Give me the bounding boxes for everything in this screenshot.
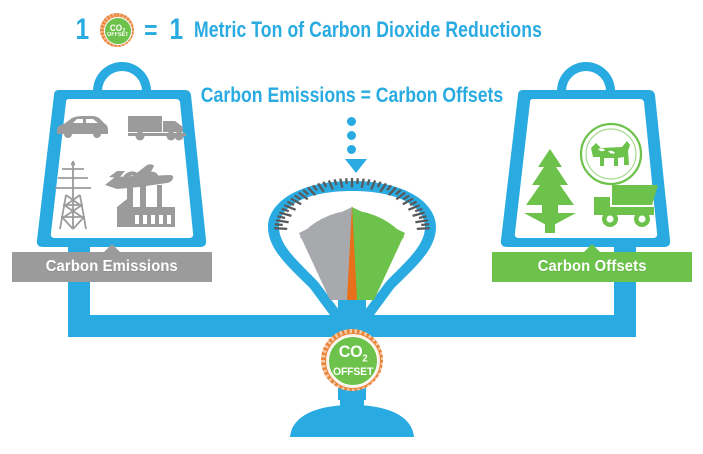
gauge bbox=[268, 178, 436, 334]
right-pan-handle bbox=[557, 62, 615, 94]
left-pan-label: Carbon Emissions bbox=[12, 244, 212, 282]
car-icon bbox=[56, 116, 108, 138]
arrow-dot bbox=[347, 145, 356, 154]
center-badge-line2: OFFSET bbox=[332, 366, 374, 379]
gauge-ticks bbox=[274, 178, 430, 231]
pine-tree-icon bbox=[524, 149, 576, 233]
cow-in-circle-icon bbox=[579, 122, 643, 186]
header-description: Metric Ton of Carbon Dioxide Reductions bbox=[193, 17, 542, 42]
equation-title: Carbon Emissions = Carbon Offsets bbox=[0, 84, 703, 108]
badge-line1: CO₂ bbox=[110, 22, 126, 33]
gauge-left-sector bbox=[300, 210, 352, 300]
stand-base bbox=[290, 405, 414, 437]
right-pan-handle-wrap bbox=[516, 62, 656, 94]
gauge-needle bbox=[347, 205, 357, 316]
right-pan-label-text: Carbon Offsets bbox=[537, 258, 647, 275]
center-badge-inner: CO2 OFFSET bbox=[328, 336, 378, 386]
arrow-dot bbox=[347, 117, 356, 126]
down-arrow-dotted-icon bbox=[345, 117, 367, 173]
left-pan-icons bbox=[45, 105, 200, 235]
header-quantity-right: 1 bbox=[169, 13, 184, 46]
header-quantity-left: 1 bbox=[75, 13, 90, 46]
arrow-dot bbox=[347, 131, 356, 140]
center-badge-line1: CO2 bbox=[338, 341, 368, 365]
factory-icon bbox=[117, 171, 175, 227]
right-pan-label: Carbon Offsets bbox=[492, 244, 692, 282]
left-pan-handle bbox=[93, 62, 151, 94]
dump-truck-icon bbox=[594, 185, 658, 227]
badge-inner: CO₂ OFFSET bbox=[104, 17, 133, 45]
right-pan-icons bbox=[512, 105, 667, 235]
arrow-head bbox=[345, 159, 367, 173]
left-pan-label-text: Carbon Emissions bbox=[45, 258, 179, 275]
co2-offset-badge-icon: CO₂ OFFSET bbox=[100, 13, 135, 47]
equation-title-text: Carbon Emissions = Carbon Offsets bbox=[200, 84, 503, 107]
label-notch bbox=[583, 244, 601, 253]
power-pylon-icon bbox=[55, 161, 91, 230]
label-notch bbox=[103, 244, 121, 253]
truck-icon bbox=[128, 116, 186, 141]
header-equals-sign: = bbox=[144, 14, 158, 45]
gauge-right-sector bbox=[352, 210, 404, 300]
header-equation: 1 CO₂ OFFSET = 1 Metric Ton of Carbon Di… bbox=[0, 8, 703, 52]
badge-line2: OFFSET bbox=[107, 31, 129, 38]
left-pan-handle-wrap bbox=[52, 62, 192, 94]
center-co2-offset-badge: CO2 OFFSET bbox=[321, 329, 383, 391]
